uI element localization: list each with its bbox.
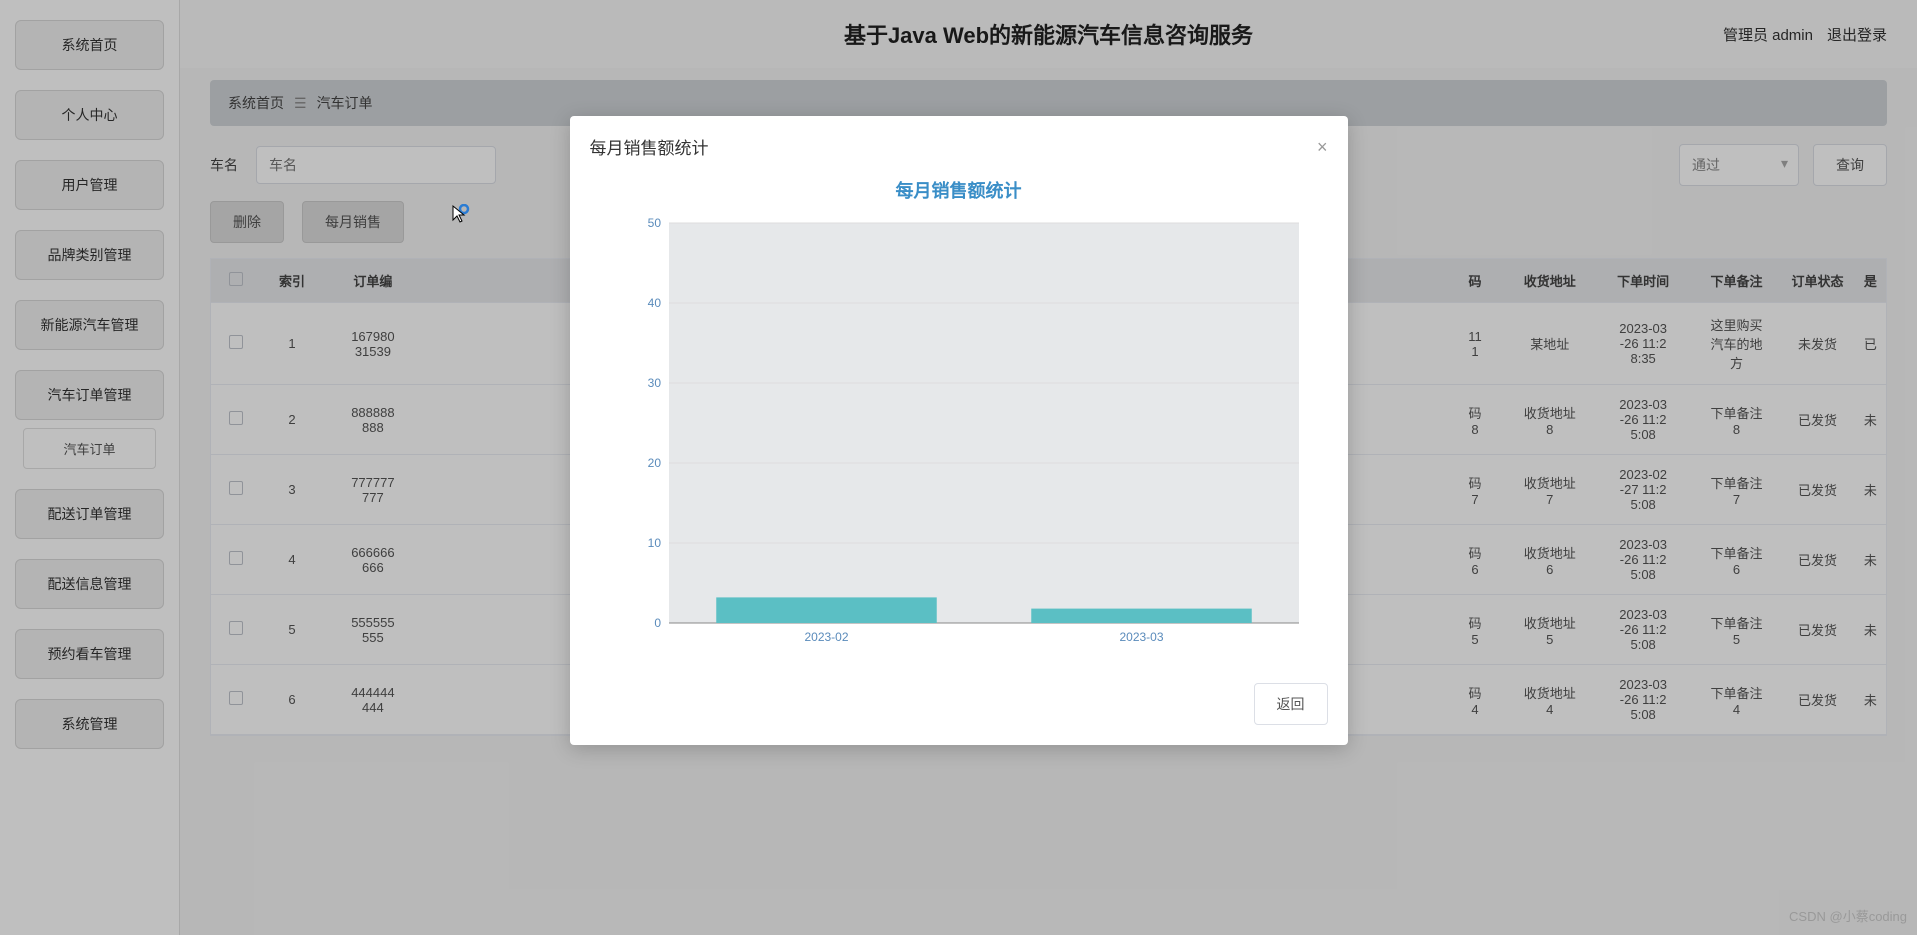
- chart-title: 每月销售额统计: [590, 177, 1328, 203]
- svg-text:0: 0: [654, 616, 661, 630]
- svg-text:50: 50: [647, 216, 661, 230]
- back-button[interactable]: 返回: [1254, 683, 1328, 725]
- svg-text:40: 40: [647, 296, 661, 310]
- modal-title: 每月销售额统计: [590, 134, 709, 159]
- sales-chart: 0 10 20 30 40 50 2023-02 2023-03: [599, 213, 1319, 653]
- watermark: CSDN @小蔡coding: [1789, 906, 1907, 925]
- stats-modal: 每月销售额统计 × 每月销售额统计 0 10 20 30 40 50 2023-02 2023…: [570, 116, 1348, 745]
- svg-text:20: 20: [647, 456, 661, 470]
- svg-text:2023-02: 2023-02: [804, 630, 848, 644]
- svg-text:30: 30: [647, 376, 661, 390]
- svg-text:2023-03: 2023-03: [1119, 630, 1163, 644]
- close-icon[interactable]: ×: [1317, 138, 1328, 156]
- modal-overlay[interactable]: 每月销售额统计 × 每月销售额统计 0 10 20 30 40 50 2023-02 2023…: [0, 0, 1917, 935]
- svg-text:10: 10: [647, 536, 661, 550]
